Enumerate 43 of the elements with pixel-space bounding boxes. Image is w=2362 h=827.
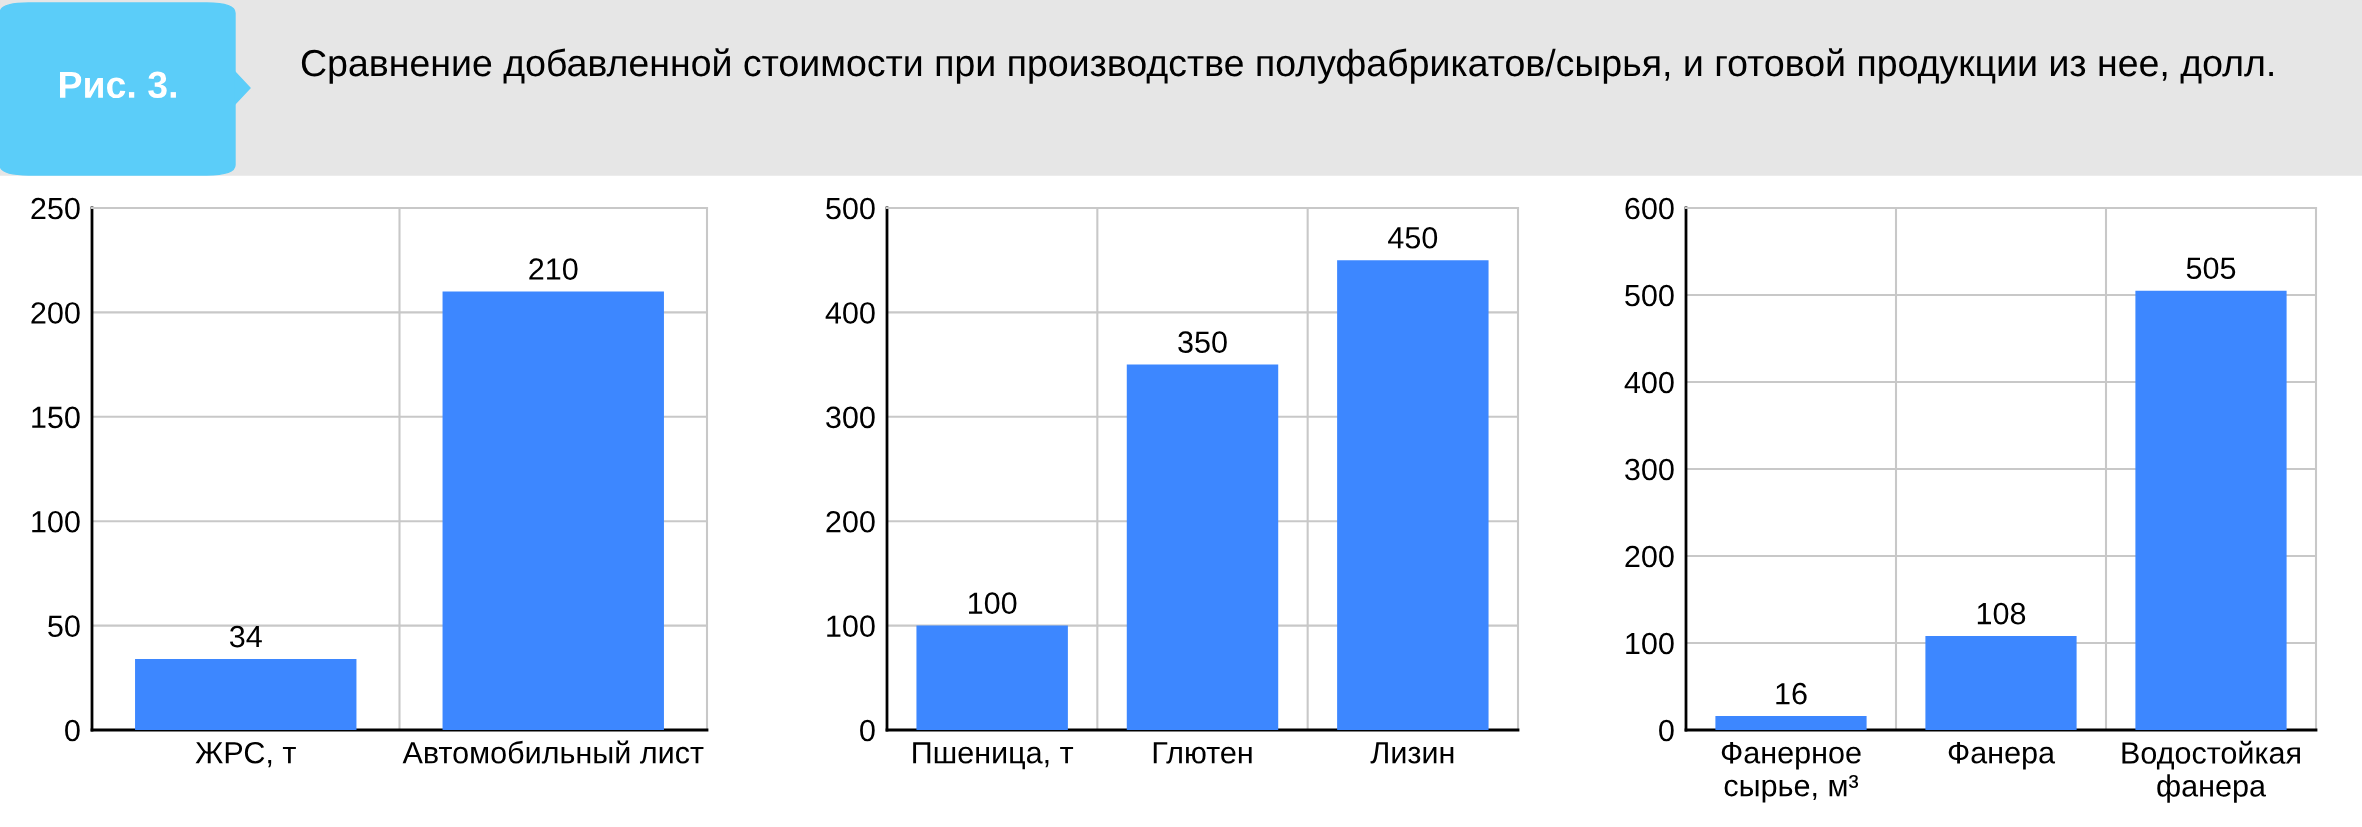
x-tick-label: Фанерное сырье, м³ [1721, 742, 1861, 803]
y-tick-label: 50 [48, 615, 80, 637]
data-label: 505 [2186, 257, 2236, 280]
bar [916, 625, 1068, 730]
x-tick-label: Водостойкая фанера [2122, 740, 2300, 803]
y-tick-label: 600 [1625, 197, 1674, 220]
bar [2135, 290, 2287, 730]
text: Сравнение добавленной стоимости при производстве полуфабрикатов/сырья, и готовой продукции из нее, долл. [301, 48, 2273, 84]
y-tick-label: 100 [827, 615, 875, 637]
y-tick-label: 500 [826, 197, 875, 220]
text: Рис. 3. [60, 71, 176, 99]
x-tick-label: Лизин [1370, 742, 1454, 764]
y-tick-label: 400 [1624, 371, 1674, 394]
x-tick-label: Глютен [1153, 742, 1252, 764]
data-label: 350 [1178, 331, 1227, 353]
y-tick-label: 150 [32, 406, 80, 429]
data-label: 100 [969, 592, 1017, 614]
y-tick-label: 200 [826, 510, 875, 533]
data-label: 34 [229, 625, 262, 648]
y-tick-label: 300 [1625, 458, 1674, 481]
y-tick-label: 100 [1626, 632, 1674, 655]
bar [1126, 364, 1279, 730]
bar [1925, 636, 2077, 730]
x-tick-label: ЖРС, т [195, 741, 296, 768]
y-tick-label: 200 [1625, 545, 1674, 568]
bar [1715, 716, 1867, 730]
y-tick-label: 0 [860, 719, 875, 742]
x-tick-label: Фанера [1948, 742, 2056, 770]
x-tick-label: Автомобильный лист [402, 740, 704, 764]
data-label: 210 [529, 258, 578, 280]
y-tick-label: 400 [825, 302, 875, 324]
data-label: 16 [1776, 682, 1807, 705]
y-tick-label: 500 [1625, 284, 1674, 307]
y-tick-label: 0 [1659, 719, 1674, 742]
y-tick-label: 250 [31, 197, 80, 220]
y-tick-label: 200 [31, 302, 80, 324]
y-tick-label: 100 [32, 510, 80, 533]
data-label: 450 [1388, 226, 1438, 249]
data-label: 108 [1977, 602, 2026, 625]
y-tick-label: 0 [65, 719, 80, 742]
y-tick-label: 300 [826, 406, 875, 429]
x-tick-label: Пшеница, т [913, 742, 1074, 770]
bar [1337, 260, 1489, 730]
